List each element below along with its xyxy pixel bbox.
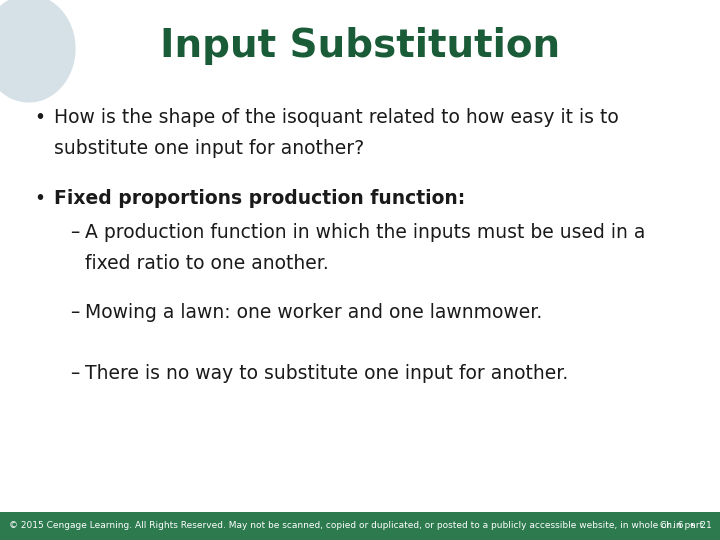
- Text: Ch. 6  •  21: Ch. 6 • 21: [660, 522, 711, 530]
- Ellipse shape: [0, 0, 76, 103]
- Text: A production function in which the inputs must be used in a: A production function in which the input…: [85, 223, 645, 242]
- Text: © 2015 Cengage Learning. All Rights Reserved. May not be scanned, copied or dupl: © 2015 Cengage Learning. All Rights Rese…: [9, 522, 706, 530]
- Text: –: –: [71, 223, 80, 242]
- Text: •: •: [35, 189, 45, 208]
- Text: –: –: [71, 364, 80, 383]
- Text: –: –: [71, 303, 80, 322]
- Bar: [0, 512, 720, 540]
- Text: There is no way to substitute one input for another.: There is no way to substitute one input …: [85, 364, 568, 383]
- Text: fixed ratio to one another.: fixed ratio to one another.: [85, 254, 329, 273]
- Text: •: •: [35, 108, 45, 127]
- Text: substitute one input for another?: substitute one input for another?: [54, 139, 364, 158]
- Text: Mowing a lawn: one worker and one lawnmower.: Mowing a lawn: one worker and one lawnmo…: [85, 303, 542, 322]
- Text: Input Substitution: Input Substitution: [160, 27, 560, 65]
- Text: How is the shape of the isoquant related to how easy it is to: How is the shape of the isoquant related…: [54, 108, 618, 127]
- Text: Fixed proportions production function:: Fixed proportions production function:: [54, 189, 465, 208]
